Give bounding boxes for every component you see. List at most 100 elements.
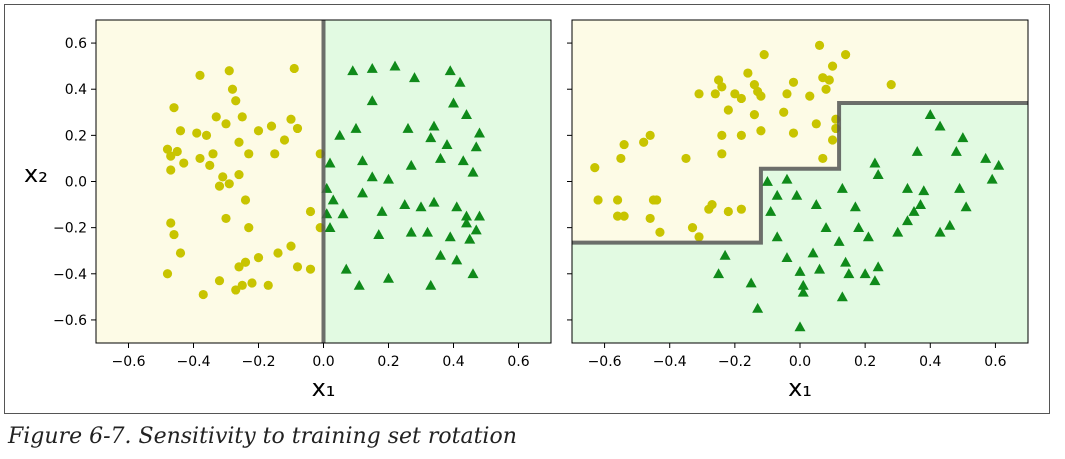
class-0-point [717,82,727,92]
class-1-point [405,159,417,170]
class-0-point [195,70,205,80]
class-1-point [911,146,923,156]
x-tick-label: −0.6 [112,354,146,370]
class-0-point [717,149,727,159]
class-0-point [231,96,241,106]
class-0-point [292,123,303,134]
class-1-point [389,60,401,71]
class-1-point [814,263,826,274]
x-tick-label: 0.0 [312,354,334,370]
class-0-point [244,149,254,159]
class-1-point [373,229,385,239]
class-0-point [237,112,247,122]
decision-boundary [572,101,1028,245]
class-1-point [324,157,336,168]
class-1-point [794,321,806,332]
class-1-point [474,210,485,221]
class-1-point [448,97,459,108]
class-1-point [340,263,352,274]
class-1-point [376,205,388,216]
class-0-point [286,114,296,124]
class-0-point [645,213,655,224]
y-tick-label: 0.6 [65,36,87,52]
class-1-point [347,65,359,76]
class-0-point [263,280,273,290]
class-0-point [231,285,241,295]
class-0-point [616,153,626,164]
class-0-point [169,103,179,113]
class-1-point [444,65,456,76]
class-0-point [234,169,244,180]
class-1-point [820,222,832,233]
class-1-point [467,166,479,177]
class-0-point [756,91,766,101]
class-1-point [986,173,998,184]
class-0-point [782,89,792,99]
class-0-point [247,278,257,288]
x-tick-label: 0.4 [919,354,941,370]
class-0-point [172,146,182,157]
class-1-region [572,103,1028,343]
class-1-point [797,286,809,297]
class-1-point [357,155,368,166]
class-0-point [244,223,254,233]
class-0-point [717,130,727,140]
class-0-point [205,160,215,170]
class-0-point [687,223,698,233]
class-0-point [195,153,205,164]
class-0-point [779,107,789,117]
class-0-point [713,75,724,85]
class-1-point [869,275,881,286]
class-0-point [814,40,825,50]
class-0-point [286,241,296,251]
x-tick-label: −0.6 [588,354,622,370]
class-0-point [240,195,251,205]
class-1-point [366,62,378,73]
class-0-point [221,119,231,129]
class-1-point [807,247,819,258]
x-axis-label: x₁ [788,374,812,402]
class-0-point [886,80,896,90]
class-0-point [736,93,746,104]
class-0-point [841,50,851,60]
y-tick-label: 0.0 [65,175,87,191]
x-tick-label: −0.4 [653,354,687,370]
class-1-point [461,217,472,228]
class-1-point [954,182,966,193]
class-0-point [175,126,186,136]
class-1-point [451,201,463,212]
class-0-point [214,181,225,191]
figure-canvas: −0.6 −0.4 −0.2 0.0 0.2 0.4 0.6 −0.6 −0.4 −0.2 0.0 0… [24,19,1029,402]
class-1-point [836,291,848,302]
class-0-point [234,137,244,147]
class-1-point [908,205,920,216]
class-0-point [811,119,821,129]
y-axis-label: x₂ [24,160,48,188]
class-1-point [402,122,414,133]
class-1-point [444,231,456,242]
class-0-point [824,75,834,85]
class-1-point [869,157,881,168]
class-0-point [270,149,280,159]
class-1-point [464,233,476,244]
class-0-point [224,179,234,189]
class-0-point [743,68,753,78]
class-1-point [872,169,884,179]
class-0-point [613,211,623,221]
class-0-point [240,257,251,267]
class-1-point [467,268,479,279]
class-1-point [752,302,764,313]
class-1-point [849,201,861,212]
class-0-point [821,84,831,94]
class-1-point [428,120,440,131]
y-tick-label: 0.4 [65,82,87,98]
class-0-point [162,144,173,154]
class-1-point [843,268,855,279]
class-0-point [218,172,228,182]
class-0-point [788,128,799,138]
class-1-point [853,222,865,233]
class-1-point [474,127,485,138]
x-axis-label: x₁ [312,374,336,402]
class-0-point [234,262,244,272]
class-1-point [761,176,773,186]
